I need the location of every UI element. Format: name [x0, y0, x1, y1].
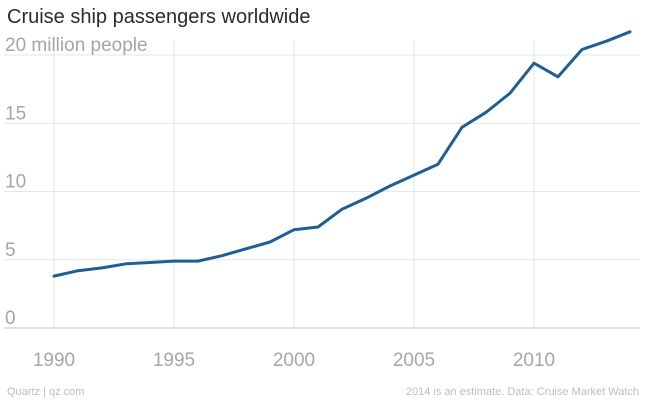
data-point	[364, 197, 368, 200]
data-point	[388, 184, 392, 188]
data-point	[532, 61, 536, 65]
data-point	[76, 269, 80, 272]
data-point	[172, 259, 176, 263]
source-credit: Quartz | qz.com	[7, 386, 85, 398]
data-point	[436, 163, 440, 166]
data-point	[124, 262, 128, 266]
y-tick-label: 0	[5, 308, 16, 329]
data-point	[220, 254, 224, 257]
data-point	[484, 111, 488, 114]
data-point	[52, 274, 56, 278]
data-point	[508, 92, 512, 95]
data-point	[196, 259, 200, 263]
data-point	[412, 173, 416, 177]
data-point	[100, 266, 104, 270]
x-tick-label: 2005	[393, 350, 435, 371]
y-tick-label: 10	[5, 172, 26, 193]
data-point	[460, 126, 464, 129]
data-point	[604, 40, 608, 43]
data-point	[244, 247, 248, 251]
y-tick-label: 15	[5, 103, 26, 124]
x-tick-label: 2010	[513, 350, 555, 371]
x-tick-label: 1990	[33, 350, 75, 371]
data-point	[340, 208, 344, 211]
chart-title: Cruise ship passengers worldwide	[7, 6, 311, 28]
data-point	[292, 228, 296, 231]
data-point	[148, 261, 152, 264]
data-point	[580, 48, 584, 51]
x-tick-label: 1995	[153, 350, 195, 371]
series-line	[52, 30, 632, 278]
data-point	[556, 75, 560, 79]
y-tick-label: 5	[5, 240, 16, 261]
data-point	[268, 240, 272, 244]
data-point	[628, 30, 632, 33]
data-point	[316, 225, 320, 229]
data-source-note: 2014 is an estimate. Data: Cruise Market…	[405, 386, 639, 398]
x-tick-label: 2000	[273, 350, 315, 371]
y-tick-label: 20 million people	[5, 35, 148, 56]
